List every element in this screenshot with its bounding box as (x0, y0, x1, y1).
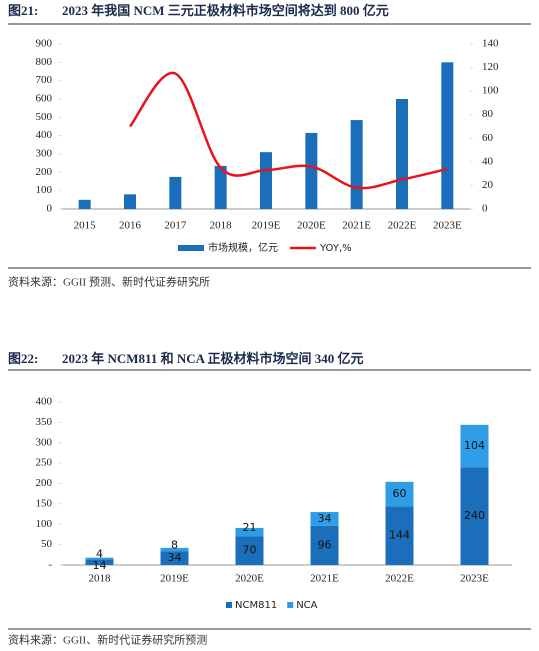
x-tick-label: 2015 (74, 220, 97, 232)
y-tick-label: 200 (36, 477, 53, 489)
x-tick-label: 2019E (160, 573, 189, 585)
x-tick-label: 2020E (235, 573, 264, 585)
y-tick-label: 800 (36, 56, 53, 68)
bar-segment (235, 536, 264, 565)
data-label: 240 (464, 509, 485, 522)
y-tick-label: 500 (36, 111, 53, 123)
bar (78, 199, 91, 209)
y-tick-label: 300 (36, 148, 53, 160)
y2-tick-label: 100 (482, 85, 499, 97)
legend-label: YOY,% (319, 243, 352, 254)
y-tick-label: 400 (36, 396, 53, 408)
x-tick-label: 2023E (460, 573, 489, 585)
chart-title: 2023 年 NCM811 和 NCA 正极材料市场空间 340 亿元 (62, 351, 364, 366)
x-tick-label: 2017 (164, 220, 187, 232)
y2-tick-label: 120 (482, 61, 499, 73)
x-tick-label: 2020E (297, 220, 326, 232)
x-tick-label: 2023E (433, 220, 462, 232)
data-label: 96 (318, 538, 332, 551)
bar-segment (310, 525, 339, 565)
y-tick-label: 900 (36, 38, 53, 50)
y-tick-label: 200 (36, 166, 53, 178)
y-tick-label: 100 (36, 518, 53, 530)
y2-tick-label: 140 (482, 38, 499, 50)
bar-segment (160, 551, 189, 565)
bar (260, 152, 272, 209)
bar (350, 120, 363, 209)
bar-segment (85, 559, 114, 565)
y2-tick-label: 0 (482, 203, 488, 215)
bar-segment (385, 481, 414, 507)
data-label: 34 (168, 551, 182, 564)
y2-tick-label: 40 (482, 155, 494, 167)
data-label: 34 (318, 512, 332, 525)
data-label: 70 (243, 544, 257, 557)
x-tick-label: 2018 (210, 220, 233, 232)
y-tick-label: 350 (36, 416, 53, 428)
source-note: 资料来源：GGII 预测、新时代证券研究所 (8, 275, 210, 289)
y-tick-label: - (48, 559, 52, 571)
y-tick-label: 100 (36, 184, 53, 196)
bar-segment (460, 467, 489, 565)
x-tick-label: 2021E (342, 220, 371, 232)
y-tick-label: 700 (36, 74, 53, 86)
x-tick-label: 2016 (119, 220, 142, 232)
y2-tick-label: 20 (482, 179, 494, 191)
data-label: 21 (243, 521, 257, 534)
chart-title: 2023 年我国 NCM 三元正极材料市场空间将达到 800 亿元 (62, 3, 389, 18)
y-tick-label: 250 (36, 457, 53, 469)
bar-segment (460, 424, 489, 468)
data-label: 8 (171, 539, 178, 552)
bar-segment (385, 506, 414, 565)
y-tick-label: 600 (36, 93, 53, 105)
x-tick-label: 2022E (388, 220, 417, 232)
data-label: 144 (389, 529, 410, 542)
legend-swatch (178, 245, 204, 251)
bar (441, 62, 454, 210)
y-tick-label: 50 (41, 538, 53, 550)
source-note: 资料来源：GGII、新时代证券研究所预测 (8, 633, 207, 647)
data-label: 60 (393, 487, 407, 500)
bar-segment (85, 557, 114, 560)
bar (124, 194, 136, 209)
x-tick-label: 2021E (310, 573, 339, 585)
bar-segment (235, 527, 264, 537)
bar-segment (310, 512, 339, 526)
legend-swatch (287, 602, 294, 608)
x-tick-label: 2018 (89, 573, 112, 585)
bar (214, 165, 227, 209)
legend-swatch (226, 602, 232, 608)
data-label: 14 (93, 559, 107, 572)
data-label: 104 (464, 439, 485, 452)
y-tick-label: 400 (36, 129, 53, 141)
yoy-line (129, 71, 448, 190)
data-label: 4 (96, 547, 103, 560)
y-tick-label: 300 (36, 436, 53, 448)
figure-label: 图22: (8, 351, 38, 366)
y2-tick-label: 60 (482, 132, 494, 144)
y-tick-label: 0 (47, 203, 53, 215)
x-tick-label: 2022E (385, 573, 414, 585)
bar (396, 99, 408, 209)
legend-label: NCM811 (235, 600, 277, 611)
bar-segment (160, 547, 189, 552)
bar (305, 132, 318, 209)
x-tick-label: 2019E (252, 220, 281, 232)
legend-label: NCA (296, 600, 317, 611)
legend-label: 市场规模，亿元 (208, 241, 278, 254)
y-tick-label: 150 (36, 497, 53, 509)
bar (169, 176, 182, 209)
y2-tick-label: 80 (482, 108, 494, 120)
figure-label: 图21: (8, 3, 38, 18)
